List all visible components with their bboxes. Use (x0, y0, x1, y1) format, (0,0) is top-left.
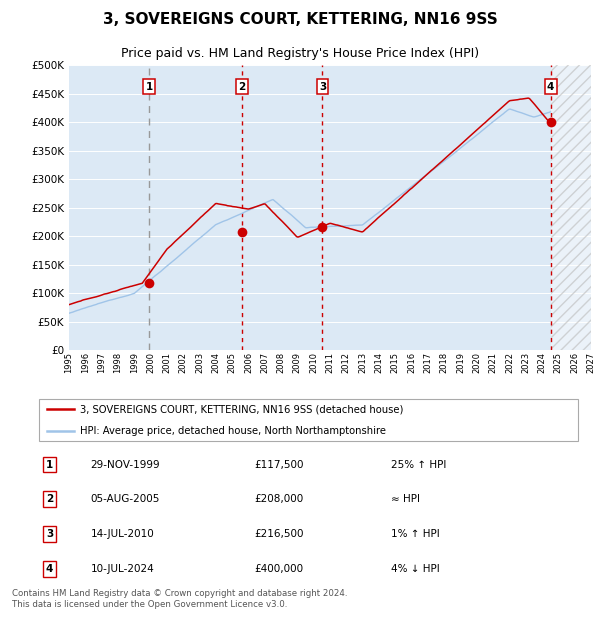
Text: 2004: 2004 (211, 352, 220, 373)
Text: 1: 1 (145, 82, 153, 92)
Text: £117,500: £117,500 (254, 459, 304, 469)
Text: 1995: 1995 (65, 352, 74, 373)
Text: 1999: 1999 (130, 352, 139, 373)
Text: 2008: 2008 (277, 352, 286, 373)
Text: 2013: 2013 (358, 352, 367, 373)
Text: 29-NOV-1999: 29-NOV-1999 (91, 459, 160, 469)
Text: £208,000: £208,000 (254, 494, 304, 505)
Text: Price paid vs. HM Land Registry's House Price Index (HPI): Price paid vs. HM Land Registry's House … (121, 47, 479, 60)
Text: 2: 2 (238, 82, 245, 92)
Text: 05-AUG-2005: 05-AUG-2005 (91, 494, 160, 505)
Text: 2027: 2027 (587, 352, 595, 373)
Text: 4: 4 (46, 564, 53, 574)
Text: 1997: 1997 (97, 352, 106, 373)
Text: 2002: 2002 (179, 352, 188, 373)
FancyBboxPatch shape (39, 399, 578, 441)
Text: 2018: 2018 (440, 352, 449, 373)
Text: 1: 1 (46, 459, 53, 469)
Text: 2026: 2026 (570, 352, 579, 373)
Text: 2016: 2016 (407, 352, 416, 373)
Text: 2017: 2017 (424, 352, 433, 373)
Text: £216,500: £216,500 (254, 529, 304, 539)
Text: HPI: Average price, detached house, North Northamptonshire: HPI: Average price, detached house, Nort… (80, 426, 386, 436)
Text: 3, SOVEREIGNS COURT, KETTERING, NN16 9SS (detached house): 3, SOVEREIGNS COURT, KETTERING, NN16 9SS… (80, 404, 403, 414)
Text: 2006: 2006 (244, 352, 253, 373)
Text: 2003: 2003 (195, 352, 204, 373)
Text: 2024: 2024 (538, 352, 547, 373)
Text: 3, SOVEREIGNS COURT, KETTERING, NN16 9SS: 3, SOVEREIGNS COURT, KETTERING, NN16 9SS (103, 12, 497, 27)
Text: 2005: 2005 (227, 352, 236, 373)
Bar (551, 65, 591, 350)
Text: 2: 2 (46, 494, 53, 505)
Text: Contains HM Land Registry data © Crown copyright and database right 2024.
This d: Contains HM Land Registry data © Crown c… (12, 590, 347, 609)
Text: 3: 3 (319, 82, 326, 92)
Text: £400,000: £400,000 (254, 564, 304, 574)
Text: 2014: 2014 (374, 352, 383, 373)
Text: 4: 4 (547, 82, 554, 92)
Text: 2022: 2022 (505, 352, 514, 373)
Text: 4% ↓ HPI: 4% ↓ HPI (391, 564, 440, 574)
Text: 1% ↑ HPI: 1% ↑ HPI (391, 529, 440, 539)
Text: 14-JUL-2010: 14-JUL-2010 (91, 529, 154, 539)
Text: 1996: 1996 (81, 352, 90, 373)
Text: 2015: 2015 (391, 352, 400, 373)
Text: 2020: 2020 (472, 352, 481, 373)
Text: 3: 3 (46, 529, 53, 539)
Text: 2021: 2021 (488, 352, 497, 373)
Text: 1998: 1998 (113, 352, 122, 373)
Text: ≈ HPI: ≈ HPI (391, 494, 420, 505)
Text: 2001: 2001 (163, 352, 172, 373)
Text: 2000: 2000 (146, 352, 155, 373)
Text: 2023: 2023 (521, 352, 530, 373)
Text: 2011: 2011 (325, 352, 335, 373)
Text: 2009: 2009 (293, 352, 302, 373)
Text: 2010: 2010 (309, 352, 318, 373)
Text: 2019: 2019 (456, 352, 465, 373)
Text: 25% ↑ HPI: 25% ↑ HPI (391, 459, 446, 469)
Text: 2012: 2012 (342, 352, 351, 373)
Text: 2007: 2007 (260, 352, 269, 373)
Text: 2025: 2025 (554, 352, 563, 373)
Text: 10-JUL-2024: 10-JUL-2024 (91, 564, 154, 574)
